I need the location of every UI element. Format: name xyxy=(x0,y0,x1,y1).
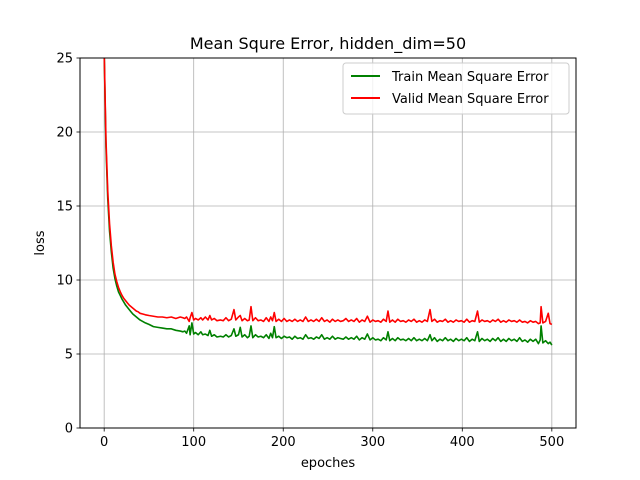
y-tick-label: 25 xyxy=(56,52,73,67)
x-axis-label: epoches xyxy=(301,456,356,471)
x-tick-label: 100 xyxy=(181,435,206,450)
legend-box xyxy=(342,62,570,115)
plot-area xyxy=(80,58,576,428)
y-axis: 0 5 10 15 20 25 xyxy=(56,52,80,437)
y-axis-label: loss xyxy=(33,230,48,255)
x-tick-label: 400 xyxy=(450,435,475,450)
x-tick-label: 500 xyxy=(539,435,564,450)
y-tick-label: 10 xyxy=(56,274,73,289)
legend-label-train: Train Mean Square Error xyxy=(391,70,549,85)
legend-label-valid: Valid Mean Square Error xyxy=(392,92,549,107)
y-tick-label: 20 xyxy=(56,126,73,141)
valid-loss-line xyxy=(103,58,553,326)
series-layer xyxy=(103,58,553,346)
x-tick-label: 0 xyxy=(100,435,108,450)
y-tick-label: 0 xyxy=(65,422,73,437)
y-tick-label: 15 xyxy=(56,200,73,215)
axes-frame xyxy=(79,57,577,429)
y-tick-label: 5 xyxy=(65,348,73,363)
legend: Train Mean Square Error Valid Mean Squar… xyxy=(342,62,570,115)
train-loss-line xyxy=(103,58,553,346)
chart-title: Mean Squre Error, hidden_dim=50 xyxy=(190,34,466,54)
x-tick-label: 300 xyxy=(360,435,385,450)
x-tick-label: 200 xyxy=(271,435,296,450)
x-axis: 0 100 200 300 400 500 xyxy=(100,428,564,450)
